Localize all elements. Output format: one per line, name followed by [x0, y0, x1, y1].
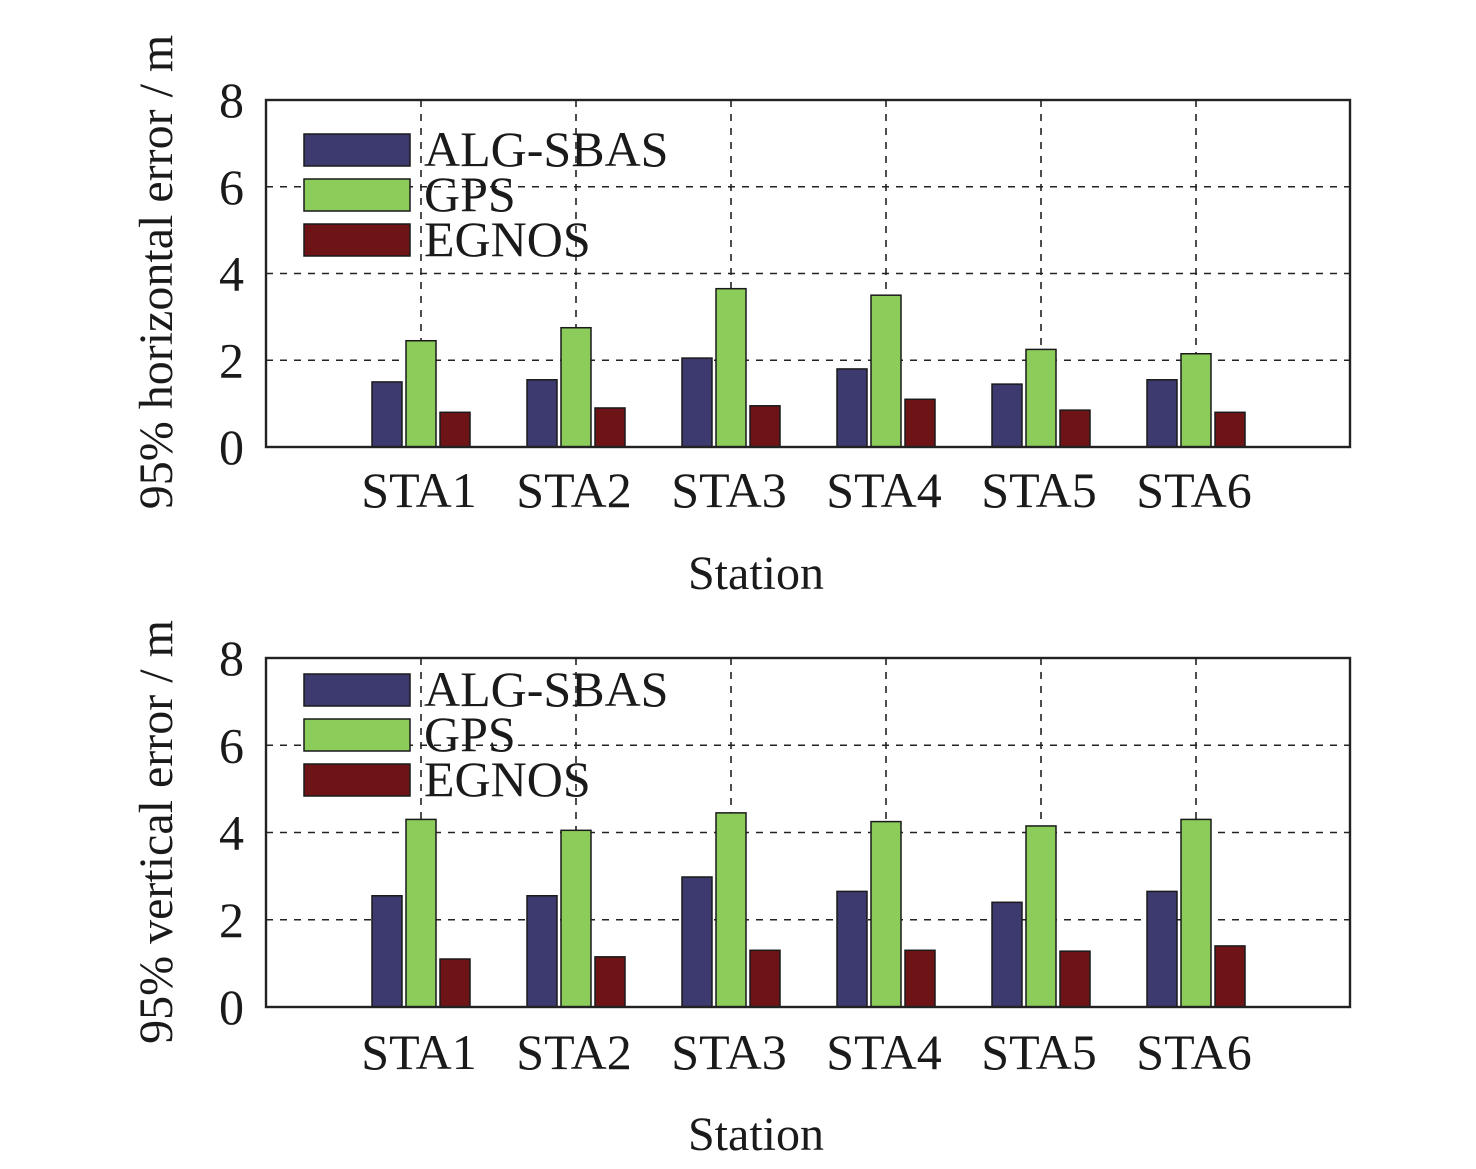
bar-gps-sta5 — [1025, 825, 1057, 1008]
x-tick-label: STA3 — [671, 462, 786, 518]
legend-label-alg-sbas: ALG-SBAS — [424, 661, 668, 717]
legend-label-alg-sbas: ALG-SBAS — [424, 121, 668, 177]
bar-alg-sbas-sta1 — [371, 381, 403, 448]
legend-label-egnos: EGNOS — [424, 211, 591, 267]
x-tick-label: STA6 — [1136, 1024, 1251, 1080]
bar-alg-sbas-sta4 — [836, 368, 868, 448]
x-tick-label: STA1 — [361, 1024, 476, 1080]
bar-gps-sta1 — [405, 339, 437, 448]
bar-gps-sta5 — [1025, 348, 1057, 448]
bar-egnos-sta1 — [439, 411, 471, 448]
bar-gps-sta2 — [560, 829, 592, 1008]
x-tick-label: STA4 — [826, 1024, 941, 1080]
y-axis-title: 95% vertical error / m — [130, 620, 183, 1044]
y-tick-label: 6 — [219, 159, 244, 215]
bar-egnos-sta6 — [1214, 945, 1246, 1008]
bar-egnos-sta6 — [1214, 411, 1246, 448]
y-tick-label: 2 — [219, 892, 244, 948]
bar-egnos-sta5 — [1059, 950, 1091, 1008]
bar-alg-sbas-sta3 — [681, 876, 713, 1008]
plot-frame — [264, 98, 1352, 449]
x-tick-label: STA6 — [1136, 462, 1251, 518]
x-axis-title: Station — [688, 547, 824, 600]
bar-alg-sbas-sta6 — [1146, 890, 1178, 1008]
legend-label-gps: GPS — [424, 166, 516, 222]
bar-egnos-sta5 — [1059, 409, 1091, 448]
bar-egnos-sta3 — [749, 405, 781, 448]
legend-swatch-egnos — [303, 223, 411, 257]
y-tick-label: 4 — [219, 246, 244, 302]
bar-egnos-sta2 — [594, 956, 626, 1008]
y-tick-label: 4 — [219, 805, 244, 861]
legend-label-egnos: EGNOS — [424, 751, 591, 807]
bar-gps-sta4 — [870, 294, 902, 448]
x-tick-label: STA4 — [826, 462, 941, 518]
bar-gps-sta2 — [560, 326, 592, 448]
y-tick-label: 0 — [219, 979, 244, 1035]
horizontal-error-panel: 0 2 4 6 8 STA1 STA2 STA3 STA4 STA5 STA6 Station 95% … — [130, 35, 1352, 600]
x-tick-label: STA1 — [361, 462, 476, 518]
bars — [371, 287, 1246, 448]
bars — [371, 812, 1246, 1008]
bar-egnos-sta2 — [594, 407, 626, 448]
bar-alg-sbas-sta6 — [1146, 379, 1178, 448]
x-tick-label: STA2 — [516, 462, 631, 518]
y-tick-label: 8 — [219, 72, 244, 128]
y-tick-label: 2 — [219, 332, 244, 388]
bar-egnos-sta1 — [439, 958, 471, 1008]
legend-swatch-gps — [303, 718, 411, 752]
legend-swatch-gps — [303, 178, 411, 212]
grid — [266, 100, 1350, 447]
legend-swatch-alg-sbas — [303, 133, 411, 167]
y-tick-label: 0 — [219, 419, 244, 475]
y-axis-title: 95% horizontal error / m — [130, 35, 183, 510]
bar-gps-sta3 — [715, 812, 747, 1008]
bar-egnos-sta4 — [904, 398, 936, 448]
vertical-error-panel: 0 2 4 6 8 STA1 STA2 STA3 STA4 STA5 STA6 Station 95% … — [130, 620, 1352, 1161]
y-tick-label: 8 — [219, 630, 244, 686]
bar-alg-sbas-sta4 — [836, 890, 868, 1008]
bar-gps-sta6 — [1180, 352, 1212, 448]
bar-alg-sbas-sta1 — [371, 895, 403, 1008]
x-tick-label: STA2 — [516, 1024, 631, 1080]
bar-gps-sta1 — [405, 818, 437, 1008]
bar-alg-sbas-sta2 — [526, 379, 558, 448]
bar-gps-sta6 — [1180, 818, 1212, 1008]
legend-label-gps: GPS — [424, 706, 516, 762]
legend-swatch-alg-sbas — [303, 673, 411, 707]
bar-alg-sbas-sta2 — [526, 895, 558, 1008]
bar-egnos-sta4 — [904, 949, 936, 1008]
x-axis-title: Station — [688, 1108, 824, 1161]
y-tick-label: 6 — [219, 717, 244, 773]
x-tick-label: STA3 — [671, 1024, 786, 1080]
plot-frame — [264, 656, 1352, 1009]
bar-alg-sbas-sta5 — [991, 901, 1023, 1008]
bar-alg-sbas-sta3 — [681, 357, 713, 448]
x-tick-label: STA5 — [981, 1024, 1096, 1080]
bar-alg-sbas-sta5 — [991, 383, 1023, 448]
x-tick-label: STA5 — [981, 462, 1096, 518]
bar-gps-sta4 — [870, 820, 902, 1008]
bar-gps-sta3 — [715, 287, 747, 448]
legend-swatch-egnos — [303, 763, 411, 797]
bar-egnos-sta3 — [749, 949, 781, 1008]
